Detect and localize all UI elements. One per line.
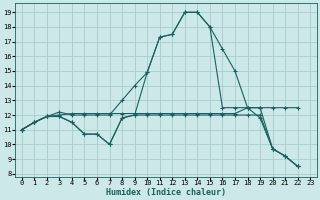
X-axis label: Humidex (Indice chaleur): Humidex (Indice chaleur)	[106, 188, 226, 197]
